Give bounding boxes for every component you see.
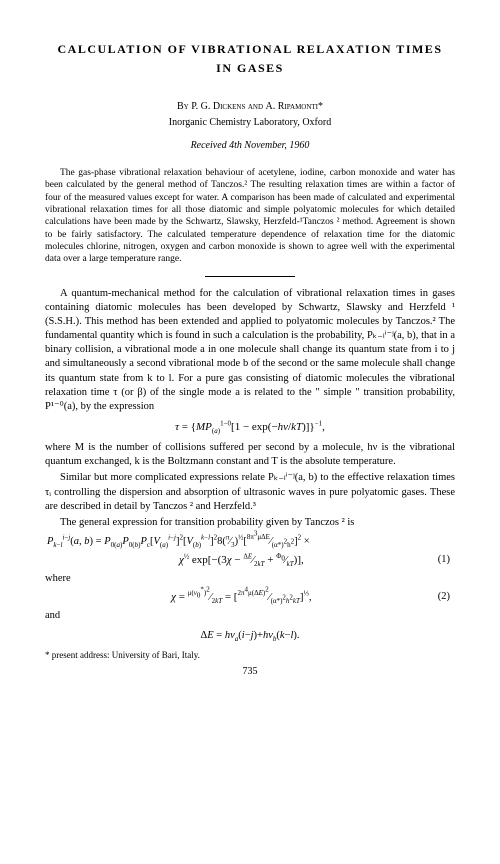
author-2-mark: * [318, 101, 323, 112]
and-label: and [45, 609, 455, 623]
paragraph-2: where M is the number of collisions suff… [45, 441, 455, 469]
equation-1-line1: Pk−li−j(a, b) = P0(a)P0(b)Pc[V(a)i−j]2[V… [45, 534, 455, 549]
byline-prefix: By [177, 101, 189, 112]
paper-title: CALCULATION OF VIBRATIONAL RELAXATION TI… [45, 40, 455, 78]
title-line-1: CALCULATION OF VIBRATIONAL RELAXATION TI… [57, 42, 442, 56]
equation-1-number: (1) [438, 553, 455, 567]
footnote: * present address: University of Bari, I… [45, 649, 455, 661]
where-label: where [45, 572, 455, 586]
section-divider [205, 276, 295, 277]
received-text: Received 4th November, 1960 [191, 140, 310, 151]
byline: By P. G. Dickens and A. Ripamonti* [45, 100, 455, 114]
title-line-2: IN GASES [216, 61, 284, 75]
equation-2: χ = μ(v0*)2⁄2kT = [2π4μ(ΔE)2⁄(α*)2h2kT]⅓… [45, 590, 455, 605]
author-2: A. Ripamonti [266, 101, 318, 112]
equation-1-line2: χ½ exp[−(3χ − ΔE⁄2kT + Φ0⁄kT)], (1) [45, 553, 455, 568]
paragraph-3: Similar but more complicated expressions… [45, 471, 455, 514]
author-1: P. G. Dickens [191, 101, 245, 112]
affiliation: Inorganic Chemistry Laboratory, Oxford [45, 116, 455, 130]
equation-delta-e: ΔE = hνa(i−j)+hνb(k−l). [45, 629, 455, 643]
abstract: The gas-phase vibrational relaxation beh… [45, 167, 455, 266]
equation-tau: τ = {MP(a)1−0[1 − exp(−hν/kT)]}−1, [45, 420, 455, 435]
byline-and: and [248, 101, 263, 112]
equation-2-number: (2) [438, 590, 455, 604]
paragraph-1: A quantum-mechanical method for the calc… [45, 287, 455, 415]
received-line: Received 4th November, 1960 [45, 139, 455, 153]
paragraph-4: The general expression for transition pr… [45, 516, 455, 530]
page-number: 735 [45, 665, 455, 679]
